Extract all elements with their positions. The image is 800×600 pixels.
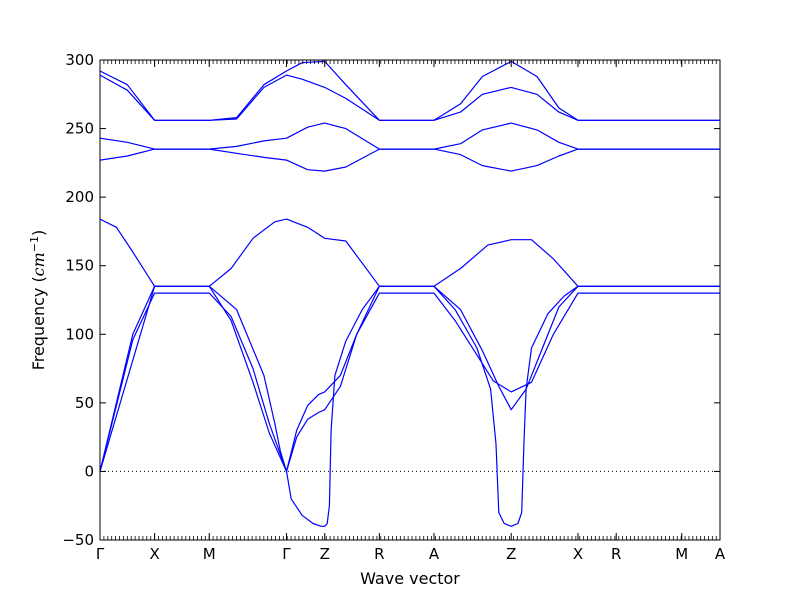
- x-axis-label: Wave vector: [360, 569, 460, 588]
- x-tick-label: A: [715, 545, 726, 563]
- y-tick-label: 0: [84, 462, 94, 480]
- y-tick-label: 50: [75, 394, 94, 412]
- x-tick-label: Γ: [282, 545, 291, 563]
- plot-frame: [99, 59, 721, 541]
- y-axis-label-text: Frequency: [29, 288, 48, 371]
- y-tick-label: 150: [65, 257, 94, 275]
- y-tick-label: 300: [65, 51, 94, 69]
- x-tick-label: X: [149, 545, 159, 563]
- y-tick-labels: −50 0 50 100 150 200 250 300: [62, 51, 94, 549]
- y-tick-label: 100: [65, 325, 94, 343]
- x-tick-label: Z: [506, 545, 516, 563]
- series-layer: [99, 60, 720, 527]
- x-tick-label: X: [573, 545, 583, 563]
- x-tick-label: Γ: [96, 545, 105, 563]
- band-line-2: [99, 74, 720, 121]
- band-line-6: [99, 285, 720, 472]
- band-line-8: [99, 285, 720, 527]
- x-tick-label: A: [429, 545, 440, 563]
- x-tick-label: R: [374, 545, 384, 563]
- band-line-7: [99, 292, 720, 472]
- y-axis-label-unit-exponent: −1: [28, 236, 41, 252]
- x-tick-label: M: [203, 545, 216, 563]
- x-tick-label: M: [675, 545, 688, 563]
- y-axis-label: Frequency (cm−1): [28, 230, 48, 371]
- band-line-4: [99, 148, 720, 172]
- x-tick-label: R: [611, 545, 621, 563]
- y-tick-label: 250: [65, 120, 94, 138]
- plot-background: [100, 60, 720, 540]
- y-axis-label-unit: cm: [29, 252, 48, 276]
- y-tick-label: −50: [62, 531, 94, 549]
- y-tick-label: 200: [65, 188, 94, 206]
- x-tick-label: Z: [320, 545, 330, 563]
